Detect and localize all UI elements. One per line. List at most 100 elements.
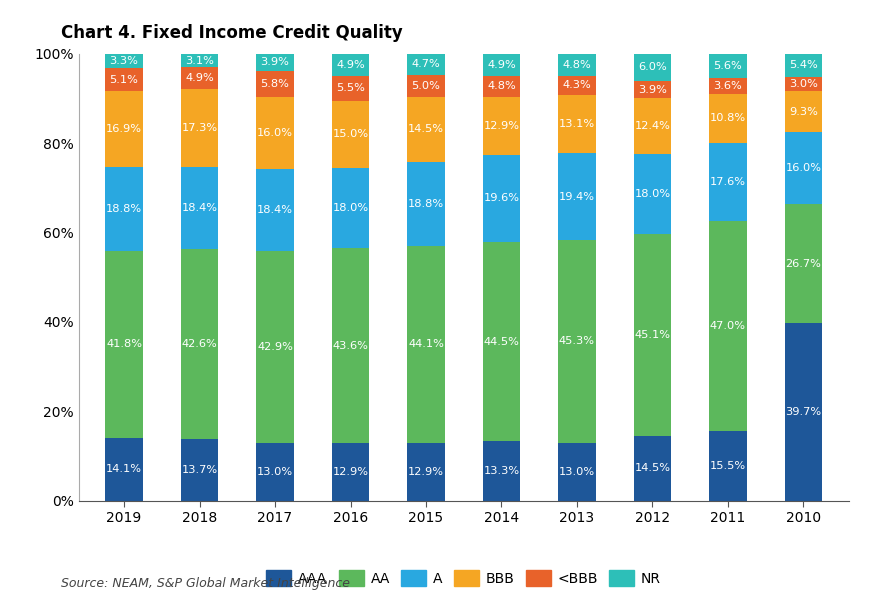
Bar xyxy=(483,54,521,76)
Bar xyxy=(332,101,369,167)
Bar xyxy=(256,54,294,71)
Text: 3.1%: 3.1% xyxy=(186,55,214,66)
Text: 13.1%: 13.1% xyxy=(559,119,595,129)
Text: 18.4%: 18.4% xyxy=(181,203,218,213)
Bar xyxy=(709,78,747,94)
Bar xyxy=(709,94,747,142)
Bar xyxy=(483,97,521,154)
Text: 3.9%: 3.9% xyxy=(261,57,290,67)
Text: 19.4%: 19.4% xyxy=(559,192,595,201)
Bar xyxy=(785,53,822,77)
Text: 14.5%: 14.5% xyxy=(408,125,444,135)
Text: 18.0%: 18.0% xyxy=(332,203,368,213)
Text: 18.8%: 18.8% xyxy=(408,199,444,209)
Text: 4.8%: 4.8% xyxy=(563,60,592,70)
Text: 43.6%: 43.6% xyxy=(332,340,368,350)
Bar xyxy=(785,77,822,91)
Bar xyxy=(709,432,747,501)
Text: 5.8%: 5.8% xyxy=(261,79,290,89)
Bar xyxy=(709,53,747,78)
Text: 13.0%: 13.0% xyxy=(559,467,595,477)
Bar xyxy=(407,443,444,501)
Bar xyxy=(180,167,219,249)
Bar xyxy=(180,439,219,501)
Text: 5.5%: 5.5% xyxy=(336,83,365,94)
Bar xyxy=(483,76,521,97)
Bar xyxy=(105,167,143,251)
Bar xyxy=(634,81,671,98)
Text: 4.9%: 4.9% xyxy=(336,60,365,70)
Text: 5.1%: 5.1% xyxy=(109,74,138,85)
Text: 4.8%: 4.8% xyxy=(487,81,516,91)
Text: 18.0%: 18.0% xyxy=(634,189,670,199)
Bar xyxy=(105,251,143,437)
Text: 5.6%: 5.6% xyxy=(714,61,742,71)
Text: 15.5%: 15.5% xyxy=(710,461,746,471)
Bar xyxy=(105,437,143,501)
Bar xyxy=(256,97,294,169)
Bar xyxy=(180,54,219,67)
Text: 26.7%: 26.7% xyxy=(786,259,822,269)
Bar xyxy=(634,98,671,154)
Text: 12.9%: 12.9% xyxy=(408,467,444,477)
Text: 18.8%: 18.8% xyxy=(106,204,142,214)
Text: 47.0%: 47.0% xyxy=(710,321,746,331)
Text: 16.0%: 16.0% xyxy=(786,163,822,173)
Bar xyxy=(407,97,444,162)
Text: 4.9%: 4.9% xyxy=(186,73,214,83)
Text: 5.4%: 5.4% xyxy=(789,60,818,70)
Text: 39.7%: 39.7% xyxy=(786,407,822,417)
Bar xyxy=(483,242,521,441)
Bar xyxy=(709,221,747,432)
Bar xyxy=(634,436,671,501)
Bar xyxy=(256,442,294,501)
Text: 3.6%: 3.6% xyxy=(714,81,742,91)
Bar xyxy=(105,91,143,167)
Text: 12.4%: 12.4% xyxy=(634,121,670,131)
Bar xyxy=(558,442,596,501)
Text: 16.9%: 16.9% xyxy=(106,124,142,134)
Bar xyxy=(483,441,521,501)
Bar xyxy=(332,443,369,501)
Bar xyxy=(785,91,822,132)
Bar xyxy=(785,204,822,323)
Text: 10.8%: 10.8% xyxy=(710,113,746,123)
Bar xyxy=(180,89,219,167)
Bar xyxy=(709,142,747,221)
Text: 6.0%: 6.0% xyxy=(638,63,667,73)
Text: 42.6%: 42.6% xyxy=(182,339,217,349)
Text: 12.9%: 12.9% xyxy=(332,467,368,477)
Bar xyxy=(483,154,521,242)
Bar xyxy=(180,249,219,439)
Bar xyxy=(256,251,294,442)
Text: 13.3%: 13.3% xyxy=(483,466,520,476)
Text: 44.1%: 44.1% xyxy=(408,339,444,349)
Text: 45.1%: 45.1% xyxy=(634,330,670,340)
Text: 5.0%: 5.0% xyxy=(411,81,440,91)
Bar xyxy=(105,54,143,69)
Bar xyxy=(558,54,596,76)
Text: 45.3%: 45.3% xyxy=(559,336,595,346)
Bar xyxy=(634,154,671,234)
Text: 13.0%: 13.0% xyxy=(257,467,293,477)
Bar xyxy=(785,323,822,501)
Text: Source: NEAM, S&P Global Market Intelligence: Source: NEAM, S&P Global Market Intellig… xyxy=(61,577,350,590)
Legend: AAA, AA, A, BBB, <BBB, NR: AAA, AA, A, BBB, <BBB, NR xyxy=(266,570,662,586)
Text: Chart 4. Fixed Income Credit Quality: Chart 4. Fixed Income Credit Quality xyxy=(61,24,403,42)
Bar xyxy=(407,74,444,97)
Bar xyxy=(332,54,369,76)
Bar xyxy=(332,248,369,443)
Bar xyxy=(558,153,596,240)
Text: 15.0%: 15.0% xyxy=(332,129,368,139)
Text: 14.5%: 14.5% xyxy=(634,463,670,473)
Text: 3.3%: 3.3% xyxy=(109,56,138,66)
Text: 4.3%: 4.3% xyxy=(563,80,592,90)
Text: 4.7%: 4.7% xyxy=(411,59,440,69)
Text: 44.5%: 44.5% xyxy=(484,337,520,347)
Text: 19.6%: 19.6% xyxy=(484,194,520,203)
Bar xyxy=(634,234,671,436)
Text: 42.9%: 42.9% xyxy=(257,342,293,352)
Text: 17.6%: 17.6% xyxy=(710,177,746,187)
Text: 3.9%: 3.9% xyxy=(638,85,667,95)
Bar xyxy=(558,95,596,153)
